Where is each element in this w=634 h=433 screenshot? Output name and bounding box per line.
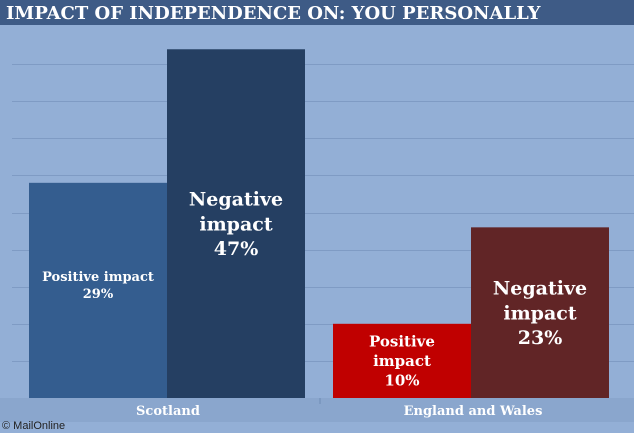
bar-data-label: 10% (384, 372, 419, 390)
bar-negative-scotland (167, 49, 305, 398)
bar-data-label: Positive (369, 333, 435, 351)
bar-positive-scotland (29, 182, 167, 398)
bar-data-label: 29% (83, 287, 114, 302)
category-label: Scotland (136, 404, 200, 419)
bar-data-label: impact (199, 213, 272, 235)
bar-data-label: 47% (214, 238, 259, 260)
bars-group: Positive impact29%Positiveimpact10%Negat… (29, 49, 609, 398)
category-label: England and Wales (404, 404, 543, 419)
bar-negative-england-wales (471, 227, 609, 398)
category-labels-group: Scotland England and Wales (136, 404, 542, 419)
bar-data-label: Negative (493, 278, 587, 300)
category-axis-band (0, 398, 634, 422)
bar-data-label: impact (373, 352, 431, 370)
source-credit: © MailOnline (2, 420, 65, 432)
bar-data-label: Positive impact (42, 270, 154, 285)
chart-title-background (0, 0, 634, 25)
bar-data-label: Negative (189, 189, 283, 211)
bar-data-label: impact (503, 302, 576, 324)
bar-positive-england-wales (333, 323, 471, 398)
bar-data-label: 23% (518, 327, 563, 349)
chart-title: IMPACT OF INDEPENDENCE ON: YOU PERSONALL… (6, 3, 542, 24)
